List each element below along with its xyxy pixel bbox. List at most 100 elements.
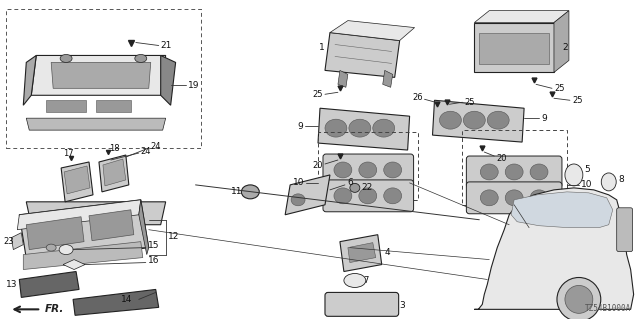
Text: 24: 24 — [151, 141, 161, 151]
Text: TZ54B1000A: TZ54B1000A — [584, 304, 630, 313]
Polygon shape — [51, 62, 151, 88]
Polygon shape — [17, 200, 141, 230]
Ellipse shape — [384, 188, 402, 204]
Text: 3: 3 — [399, 301, 405, 310]
Text: 2: 2 — [562, 43, 568, 52]
Polygon shape — [330, 20, 415, 41]
Polygon shape — [23, 55, 36, 105]
Text: 23: 23 — [3, 237, 14, 246]
Text: 22: 22 — [362, 183, 373, 192]
Polygon shape — [23, 242, 143, 269]
Text: 25: 25 — [554, 84, 564, 93]
Text: FR.: FR. — [45, 304, 65, 314]
Polygon shape — [26, 202, 166, 225]
Polygon shape — [554, 11, 569, 72]
Bar — [6, 9, 200, 148]
Polygon shape — [511, 192, 612, 228]
Polygon shape — [73, 289, 159, 315]
Polygon shape — [103, 159, 126, 186]
Text: 26: 26 — [412, 93, 422, 102]
Polygon shape — [318, 108, 410, 150]
Ellipse shape — [505, 164, 523, 180]
Text: 14: 14 — [122, 295, 133, 304]
Text: 1: 1 — [319, 43, 325, 52]
Ellipse shape — [530, 164, 548, 180]
Polygon shape — [285, 175, 330, 215]
Polygon shape — [31, 55, 166, 95]
Ellipse shape — [291, 194, 305, 206]
Text: 25: 25 — [465, 98, 475, 107]
FancyBboxPatch shape — [325, 292, 399, 316]
Ellipse shape — [135, 54, 147, 62]
Ellipse shape — [463, 111, 485, 129]
Ellipse shape — [334, 162, 352, 178]
Ellipse shape — [480, 164, 498, 180]
Polygon shape — [348, 243, 376, 262]
Ellipse shape — [487, 111, 509, 129]
Bar — [479, 33, 549, 64]
Text: 17: 17 — [63, 148, 74, 157]
Bar — [46, 100, 86, 112]
FancyBboxPatch shape — [467, 182, 562, 214]
Ellipse shape — [505, 190, 523, 206]
Ellipse shape — [372, 119, 395, 137]
Polygon shape — [338, 70, 348, 87]
Text: 20: 20 — [312, 162, 323, 171]
Ellipse shape — [565, 164, 583, 186]
FancyBboxPatch shape — [323, 154, 413, 186]
Polygon shape — [139, 200, 148, 255]
Text: 5: 5 — [584, 165, 589, 174]
FancyBboxPatch shape — [467, 156, 562, 188]
Text: 25: 25 — [572, 96, 582, 105]
Ellipse shape — [46, 244, 56, 251]
Ellipse shape — [359, 162, 377, 178]
Text: 15: 15 — [148, 241, 159, 250]
Text: 7: 7 — [363, 276, 368, 285]
Polygon shape — [64, 166, 90, 194]
Text: 10: 10 — [581, 180, 593, 189]
Text: 4: 4 — [385, 248, 390, 257]
Text: 13: 13 — [6, 280, 18, 289]
Ellipse shape — [359, 188, 377, 204]
Circle shape — [565, 285, 593, 313]
FancyBboxPatch shape — [323, 180, 413, 212]
Text: 16: 16 — [148, 256, 159, 265]
Ellipse shape — [60, 54, 72, 62]
Polygon shape — [61, 162, 93, 202]
Polygon shape — [433, 100, 524, 142]
Text: 11: 11 — [231, 188, 243, 196]
Text: 18: 18 — [109, 144, 120, 153]
Ellipse shape — [601, 173, 616, 191]
Ellipse shape — [241, 185, 259, 199]
Polygon shape — [19, 200, 148, 265]
Polygon shape — [474, 23, 554, 72]
Bar — [318, 132, 417, 200]
Text: 12: 12 — [168, 232, 179, 241]
Polygon shape — [161, 55, 175, 105]
Ellipse shape — [480, 190, 498, 206]
Bar — [96, 100, 131, 112]
Text: 24: 24 — [141, 147, 151, 156]
Polygon shape — [99, 155, 129, 192]
Polygon shape — [26, 217, 84, 250]
Polygon shape — [63, 260, 85, 269]
Polygon shape — [19, 271, 79, 297]
Text: 10: 10 — [292, 179, 304, 188]
Ellipse shape — [350, 183, 360, 192]
Polygon shape — [474, 188, 634, 309]
Text: 8: 8 — [619, 175, 625, 184]
Circle shape — [557, 277, 601, 320]
Bar — [462, 130, 567, 205]
Polygon shape — [89, 210, 134, 241]
Ellipse shape — [440, 111, 461, 129]
Polygon shape — [12, 233, 23, 250]
Text: 19: 19 — [188, 81, 199, 90]
Ellipse shape — [334, 188, 352, 204]
Text: 21: 21 — [161, 41, 172, 50]
Text: 9: 9 — [541, 114, 547, 123]
Polygon shape — [325, 33, 399, 77]
Text: 25: 25 — [312, 90, 323, 99]
Ellipse shape — [530, 190, 548, 206]
Ellipse shape — [325, 119, 347, 137]
Ellipse shape — [349, 119, 371, 137]
